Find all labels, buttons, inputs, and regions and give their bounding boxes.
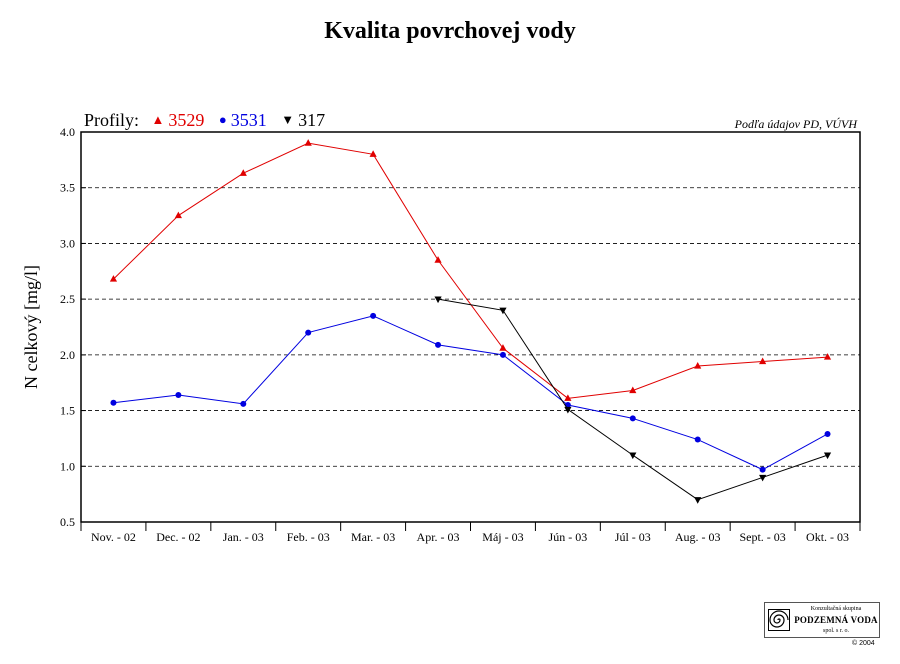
spiral-logo-icon (768, 609, 790, 631)
x-tick-label: Jan. - 03 (223, 530, 264, 544)
y-tick-label: 2.5 (60, 292, 75, 306)
x-tick-label: Júl - 03 (615, 530, 651, 544)
data-point-3531 (240, 400, 247, 407)
data-point-3529 (239, 169, 247, 176)
data-point-3529 (174, 211, 182, 219)
legend-item-series-1: ▲ 3529 (148, 110, 209, 130)
series-line-317 (437, 298, 828, 501)
company-logo: Konzultačná skupina PODZEMNÁ VODA spol. … (764, 602, 880, 638)
y-tick-label: 1.5 (60, 404, 75, 418)
legend-series-2-name: 3531 (230, 110, 267, 130)
source-note: Podľa údajov PD, VÚVH (734, 117, 857, 131)
y-tick-label: 4.0 (60, 125, 75, 139)
circle-icon: ● (218, 112, 227, 127)
data-point-3529 (369, 150, 377, 157)
legend: Profily: ▲ 3529 ● 3531 ▼ 317 (84, 110, 331, 131)
x-tick-label: Mar. - 03 (351, 530, 395, 544)
x-tick-label: Feb. - 03 (287, 530, 330, 544)
legend-series-3-name: 317 (298, 110, 326, 130)
legend-item-series-2: ● 3531 (215, 110, 271, 130)
data-point-3529 (629, 386, 637, 394)
legend-label: Profily: (84, 110, 140, 130)
x-tick-label: Jún - 03 (549, 530, 588, 544)
data-point-3531 (175, 391, 182, 398)
triangle-up-icon: ▲ (151, 112, 165, 127)
data-point-3529 (759, 357, 767, 365)
data-point-3531 (435, 341, 442, 348)
plot-frame (80, 131, 861, 523)
x-tick-label: Máj - 03 (482, 530, 523, 544)
data-point-317 (434, 296, 442, 304)
y-tick-label: 1.0 (60, 459, 75, 473)
data-point-3529 (499, 344, 507, 351)
data-point-3531 (694, 436, 701, 443)
copyright: © 2004 (852, 640, 875, 647)
data-point-317 (564, 406, 572, 414)
data-point-3531 (370, 312, 377, 319)
legend-series-1-name: 3529 (168, 110, 205, 130)
data-point-3529 (564, 394, 572, 401)
logo-line-3: spol. s r. o. (822, 628, 849, 634)
x-tick-label: Dec. - 02 (156, 530, 200, 544)
data-point-3531 (110, 399, 117, 406)
data-point-317 (499, 307, 507, 315)
y-axis-label: N celkový [mg/l] (21, 265, 41, 389)
series-line-3529 (113, 142, 828, 399)
data-point-317 (694, 497, 702, 504)
y-tick-label: 2.0 (60, 348, 75, 362)
legend-item-series-3: ▼ 317 (277, 110, 325, 130)
chart-title: Kvalita povrchovej vody (324, 18, 576, 44)
data-point-3529 (304, 139, 312, 146)
x-tick-label: Aug. - 03 (675, 530, 721, 544)
data-point-317 (759, 474, 767, 482)
data-point-3531 (305, 329, 312, 336)
logo-line-2: PODZEMNÁ VODA (794, 615, 878, 625)
logo-line-1: Konzultačná skupina (810, 606, 862, 612)
triangle-down-icon: ▼ (281, 112, 295, 127)
data-point-3529 (823, 353, 832, 360)
x-tick-label: Apr. - 03 (417, 530, 460, 544)
x-tick-label: Sept. - 03 (739, 530, 785, 544)
x-tick-label: Okt. - 03 (806, 530, 849, 544)
y-tick-label: 3.5 (60, 181, 75, 195)
y-tick-label: 0.5 (60, 515, 75, 529)
data-point-3531 (629, 415, 636, 422)
data-point-3529 (694, 362, 702, 369)
x-tick-label: Nov. - 02 (91, 530, 136, 544)
data-point-317 (629, 452, 637, 460)
data-point-3531 (824, 430, 831, 437)
data-point-3531 (759, 466, 766, 473)
series-line-3531 (113, 315, 828, 471)
data-point-3529 (434, 256, 442, 263)
y-tick-label: 3.0 (60, 236, 75, 250)
data-point-3529 (109, 275, 118, 282)
data-point-3531 (499, 351, 506, 358)
data-point-317 (823, 452, 832, 460)
